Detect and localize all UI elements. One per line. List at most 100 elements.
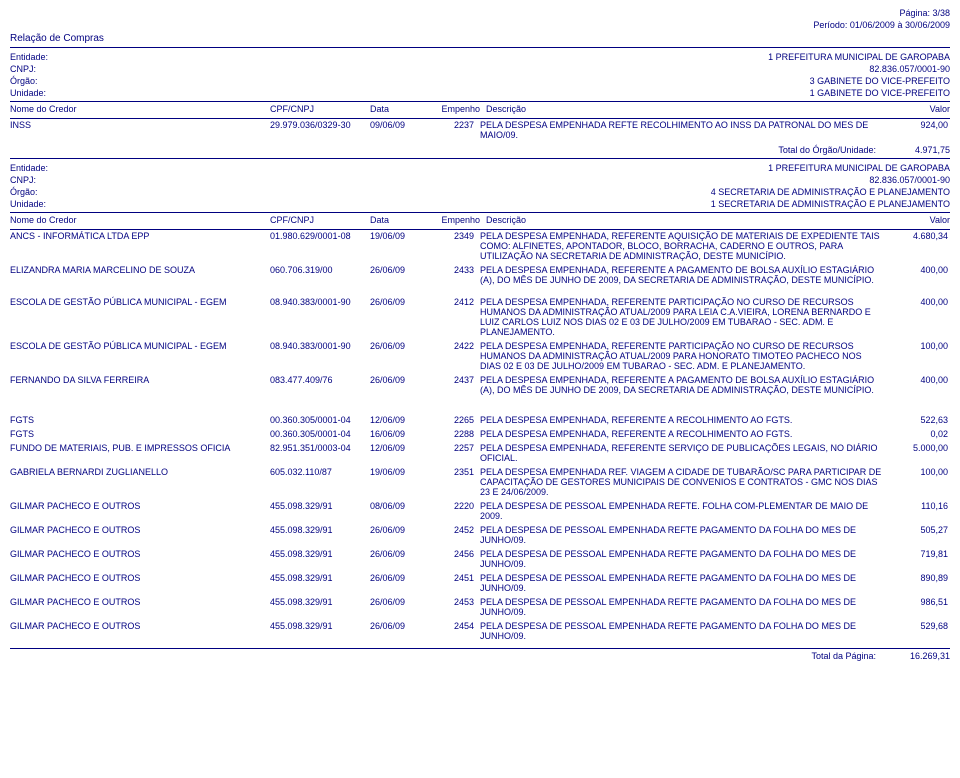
total-label: Total do Órgão/Unidade: <box>778 145 876 155</box>
cell-valor: 924,00 <box>886 119 950 143</box>
cell-valor: 400,00 <box>886 264 950 288</box>
report-title: Relação de Compras <box>10 33 950 44</box>
cell-data: 26/06/09 <box>370 264 425 288</box>
cell-valor: 890,89 <box>886 572 950 596</box>
cell-cpf: 00.360.305/0001-04 <box>270 414 370 428</box>
table-row: GILMAR PACHECO E OUTROS455.098.329/9108/… <box>10 500 950 524</box>
cell-valor: 529,68 <box>886 620 950 644</box>
table-row: FUNDO DE MATERIAIS, PUB. E IMPRESSOS OFI… <box>10 442 950 466</box>
col-cpf: CPF/CNPJ <box>270 104 370 114</box>
cell-nome: FGTS <box>10 414 270 428</box>
col-data: Data <box>370 104 425 114</box>
cell-desc: PELA DESPESA DE PESSOAL EMPENHADA REFTE … <box>480 596 886 620</box>
total-label: Total da Página: <box>811 651 876 661</box>
cell-emp: 2453 <box>425 596 480 620</box>
cell-desc: PELA DESPESA DE PESSOAL EMPENHADA REFTE.… <box>480 500 886 524</box>
cell-valor: 719,81 <box>886 548 950 572</box>
col-valor: Valor <box>890 104 950 114</box>
table-row: GILMAR PACHECO E OUTROS455.098.329/9126/… <box>10 620 950 644</box>
table-row: FERNANDO DA SILVA FERREIRA083.477.409/76… <box>10 374 950 398</box>
data-table: ANCS - INFORMÁTICA LTDA EPP01.980.629/00… <box>10 230 950 288</box>
cell-valor: 522,63 <box>886 414 950 428</box>
cell-data: 16/06/09 <box>370 428 425 442</box>
entidade-value: 1 PREFEITURA MUNICIPAL DE GAROPABA <box>78 163 950 173</box>
cell-desc: PELA DESPESA EMPENHADA REFTE RECOLHIMENT… <box>480 119 886 143</box>
cell-cpf: 455.098.329/91 <box>270 524 370 548</box>
table-row: ELIZANDRA MARIA MARCELINO DE SOUZA060.70… <box>10 264 950 288</box>
cell-valor: 986,51 <box>886 596 950 620</box>
cell-valor: 400,00 <box>886 296 950 340</box>
cell-emp: 2265 <box>425 414 480 428</box>
col-valor: Valor <box>890 215 950 225</box>
cell-desc: PELA DESPESA EMPENHADA, REFERENTE SERVIÇ… <box>480 442 886 466</box>
cell-nome: GILMAR PACHECO E OUTROS <box>10 596 270 620</box>
cell-cpf: 29.979.036/0329-30 <box>270 119 370 143</box>
unidade-value: 1 SECRETARIA DE ADMINISTRAÇÃO E PLANEJAM… <box>78 199 950 209</box>
cell-emp: 2349 <box>425 230 480 264</box>
cell-emp: 2237 <box>425 119 480 143</box>
cell-emp: 2351 <box>425 466 480 500</box>
cell-nome: ELIZANDRA MARIA MARCELINO DE SOUZA <box>10 264 270 288</box>
cell-data: 12/06/09 <box>370 442 425 466</box>
orgao-label: Órgão: <box>10 76 78 86</box>
table-row: GABRIELA BERNARDI ZUGLIANELLO605.032.110… <box>10 466 950 500</box>
cell-emp: 2257 <box>425 442 480 466</box>
col-descricao: Descrição <box>486 215 890 225</box>
cell-cpf: 82.951.351/0003-04 <box>270 442 370 466</box>
section-header: Entidade: 1 PREFEITURA MUNICIPAL DE GARO… <box>10 163 950 209</box>
cell-desc: PELA DESPESA EMPENHADA, REFERENTE A PAGA… <box>480 374 886 398</box>
cell-data: 26/06/09 <box>370 524 425 548</box>
cell-valor: 4.680,34 <box>886 230 950 264</box>
table-row: ESCOLA DE GESTÃO PÚBLICA MUNICIPAL - EGE… <box>10 296 950 340</box>
cell-data: 26/06/09 <box>370 296 425 340</box>
cell-data: 26/06/09 <box>370 620 425 644</box>
table-row: FGTS00.360.305/0001-0412/06/092265PELA D… <box>10 414 950 428</box>
unidade-value: 1 GABINETE DO VICE-PREFEITO <box>78 88 950 98</box>
page-header-right: Página: 3/38 Período: 01/06/2009 à 30/06… <box>10 8 950 31</box>
cell-emp: 2422 <box>425 340 480 374</box>
total-pagina: Total da Página: 16.269,31 <box>10 651 950 661</box>
table-row: GILMAR PACHECO E OUTROS455.098.329/9126/… <box>10 596 950 620</box>
cell-data: 19/06/09 <box>370 230 425 264</box>
col-empenho: Empenho <box>425 215 486 225</box>
total-value: 16.269,31 <box>886 651 950 661</box>
cell-desc: PELA DESPESA EMPENHADA, REFERENTE A PAGA… <box>480 264 886 288</box>
total-orgao-unidade: Total do Órgão/Unidade: 4.971,75 <box>10 145 950 155</box>
table-row: GILMAR PACHECO E OUTROS455.098.329/9126/… <box>10 524 950 548</box>
orgao-value: 4 SECRETARIA DE ADMINISTRAÇÃO E PLANEJAM… <box>78 187 950 197</box>
cell-valor: 5.000,00 <box>886 442 950 466</box>
cell-valor: 110,16 <box>886 500 950 524</box>
cell-data: 26/06/09 <box>370 572 425 596</box>
cell-desc: PELA DESPESA DE PESSOAL EMPENHADA REFTE … <box>480 524 886 548</box>
cnpj-value: 82.836.057/0001-90 <box>78 175 950 185</box>
cell-emp: 2454 <box>425 620 480 644</box>
cell-valor: 0,02 <box>886 428 950 442</box>
cell-desc: PELA DESPESA DE PESSOAL EMPENHADA REFTE … <box>480 572 886 596</box>
col-data: Data <box>370 215 425 225</box>
cell-nome: GILMAR PACHECO E OUTROS <box>10 572 270 596</box>
cell-emp: 2451 <box>425 572 480 596</box>
orgao-label: Órgão: <box>10 187 78 197</box>
cell-nome: ESCOLA DE GESTÃO PÚBLICA MUNICIPAL - EGE… <box>10 296 270 340</box>
cell-desc: PELA DESPESA EMPENHADA, REFERENTE PARTIC… <box>480 296 886 340</box>
data-table: ESCOLA DE GESTÃO PÚBLICA MUNICIPAL - EGE… <box>10 296 950 398</box>
total-value: 4.971,75 <box>886 145 950 155</box>
cnpj-value: 82.836.057/0001-90 <box>78 64 950 74</box>
section-header: Entidade: 1 PREFEITURA MUNICIPAL DE GARO… <box>10 52 950 98</box>
table-row: GILMAR PACHECO E OUTROS455.098.329/9126/… <box>10 548 950 572</box>
cell-emp: 2456 <box>425 548 480 572</box>
orgao-value: 3 GABINETE DO VICE-PREFEITO <box>78 76 950 86</box>
cell-valor: 505,27 <box>886 524 950 548</box>
cell-nome: GILMAR PACHECO E OUTROS <box>10 524 270 548</box>
unidade-label: Unidade: <box>10 199 78 209</box>
table-row: GILMAR PACHECO E OUTROS455.098.329/9126/… <box>10 572 950 596</box>
cell-cpf: 01.980.629/0001-08 <box>270 230 370 264</box>
cell-nome: ANCS - INFORMÁTICA LTDA EPP <box>10 230 270 264</box>
cell-nome: INSS <box>10 119 270 143</box>
cell-cpf: 455.098.329/91 <box>270 572 370 596</box>
cell-cpf: 455.098.329/91 <box>270 500 370 524</box>
cell-cpf: 083.477.409/76 <box>270 374 370 398</box>
separator <box>10 648 950 649</box>
cell-desc: PELA DESPESA EMPENHADA, REFERENTE A RECO… <box>480 414 886 428</box>
cell-valor: 100,00 <box>886 340 950 374</box>
